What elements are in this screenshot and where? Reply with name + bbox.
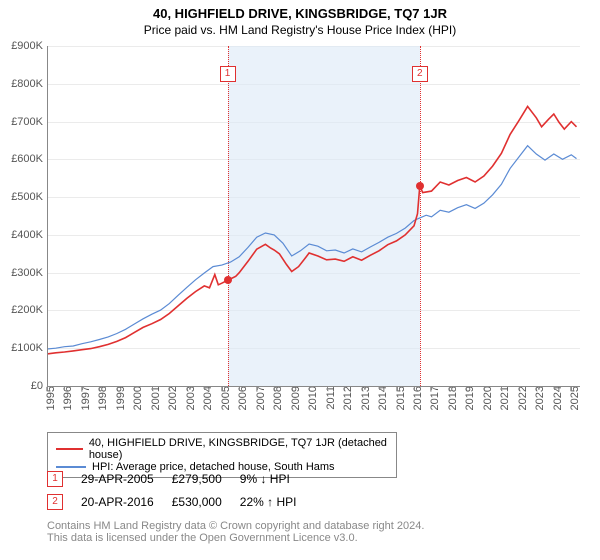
x-axis-label: 2024 — [550, 386, 564, 410]
chart-subtitle: Price paid vs. HM Land Registry's House … — [0, 21, 600, 37]
x-axis-label: 2003 — [183, 386, 197, 410]
sale-price: £279,500 — [172, 472, 222, 486]
credit-line: Contains HM Land Registry data © Crown c… — [47, 520, 424, 532]
marker-icon: 2 — [47, 494, 63, 510]
x-axis-label: 2009 — [288, 386, 302, 410]
plot-area: £0£100K£200K£300K£400K£500K£600K£700K£80… — [47, 46, 580, 386]
x-axis-label: 2007 — [253, 386, 267, 410]
credit-line: This data is licensed under the Open Gov… — [47, 532, 424, 544]
x-axis-label: 2022 — [515, 386, 529, 410]
credit-text: Contains HM Land Registry data © Crown c… — [47, 520, 424, 544]
x-axis-label: 2010 — [305, 386, 319, 410]
x-axis-label: 2025 — [567, 386, 581, 410]
y-axis-label: £800K — [11, 78, 47, 90]
chart-area: £0£100K£200K£300K£400K£500K£600K£700K£80… — [47, 46, 580, 386]
legend-swatch — [56, 448, 83, 450]
sale-date: 29-APR-2005 — [81, 472, 154, 486]
x-axis-label: 2015 — [393, 386, 407, 410]
x-axis-label: 1995 — [43, 386, 57, 410]
x-axis-label: 2001 — [148, 386, 162, 410]
x-axis-label: 2004 — [200, 386, 214, 410]
y-axis-label: £900K — [11, 40, 47, 52]
legend-item: 40, HIGHFIELD DRIVE, KINGSBRIDGE, TQ7 1J… — [56, 437, 388, 461]
x-axis-label: 1998 — [95, 386, 109, 410]
x-axis-label: 2019 — [462, 386, 476, 410]
sale-date: 20-APR-2016 — [81, 495, 154, 509]
x-axis-label: 2006 — [235, 386, 249, 410]
series-line — [47, 146, 577, 349]
x-axis-label: 2018 — [445, 386, 459, 410]
x-axis-label: 2021 — [497, 386, 511, 410]
y-axis-label: £500K — [11, 191, 47, 203]
chart-title: 40, HIGHFIELD DRIVE, KINGSBRIDGE, TQ7 1J… — [0, 0, 600, 21]
sale-delta: 22% ↑ HPI — [240, 495, 297, 509]
y-axis — [47, 46, 48, 386]
x-axis-label: 1996 — [60, 386, 74, 410]
legend-swatch — [56, 466, 86, 468]
x-axis — [47, 386, 580, 387]
y-axis-label: £300K — [11, 267, 47, 279]
x-axis-label: 2005 — [218, 386, 232, 410]
x-axis-label: 1997 — [78, 386, 92, 410]
sale-info-row: 2 20-APR-2016 £530,000 22% ↑ HPI — [47, 494, 296, 510]
x-axis-label: 2011 — [323, 386, 337, 410]
sale-delta: 9% ↓ HPI — [240, 472, 290, 486]
x-axis-label: 2002 — [165, 386, 179, 410]
legend-label: 40, HIGHFIELD DRIVE, KINGSBRIDGE, TQ7 1J… — [89, 437, 388, 461]
series-svg — [47, 46, 580, 386]
sale-price: £530,000 — [172, 495, 222, 509]
marker-icon: 1 — [47, 471, 63, 487]
data-point-icon — [224, 276, 232, 284]
x-axis-label: 2013 — [358, 386, 372, 410]
y-axis-label: £600K — [11, 153, 47, 165]
sale-info-row: 1 29-APR-2005 £279,500 9% ↓ HPI — [47, 471, 290, 487]
x-axis-label: 2023 — [532, 386, 546, 410]
x-axis-label: 2016 — [410, 386, 424, 410]
x-axis-label: 2012 — [340, 386, 354, 410]
y-axis-label: £400K — [11, 229, 47, 241]
x-axis-label: 2008 — [270, 386, 284, 410]
series-line — [47, 106, 577, 354]
y-axis-label: £200K — [11, 304, 47, 316]
x-axis-label: 1999 — [113, 386, 127, 410]
x-axis-label: 2017 — [427, 386, 441, 410]
data-point-icon — [416, 182, 424, 190]
x-axis-label: 2014 — [375, 386, 389, 410]
x-axis-label: 2000 — [130, 386, 144, 410]
x-axis-label: 2020 — [480, 386, 494, 410]
y-axis-label: £700K — [11, 116, 47, 128]
y-axis-label: £100K — [11, 342, 47, 354]
